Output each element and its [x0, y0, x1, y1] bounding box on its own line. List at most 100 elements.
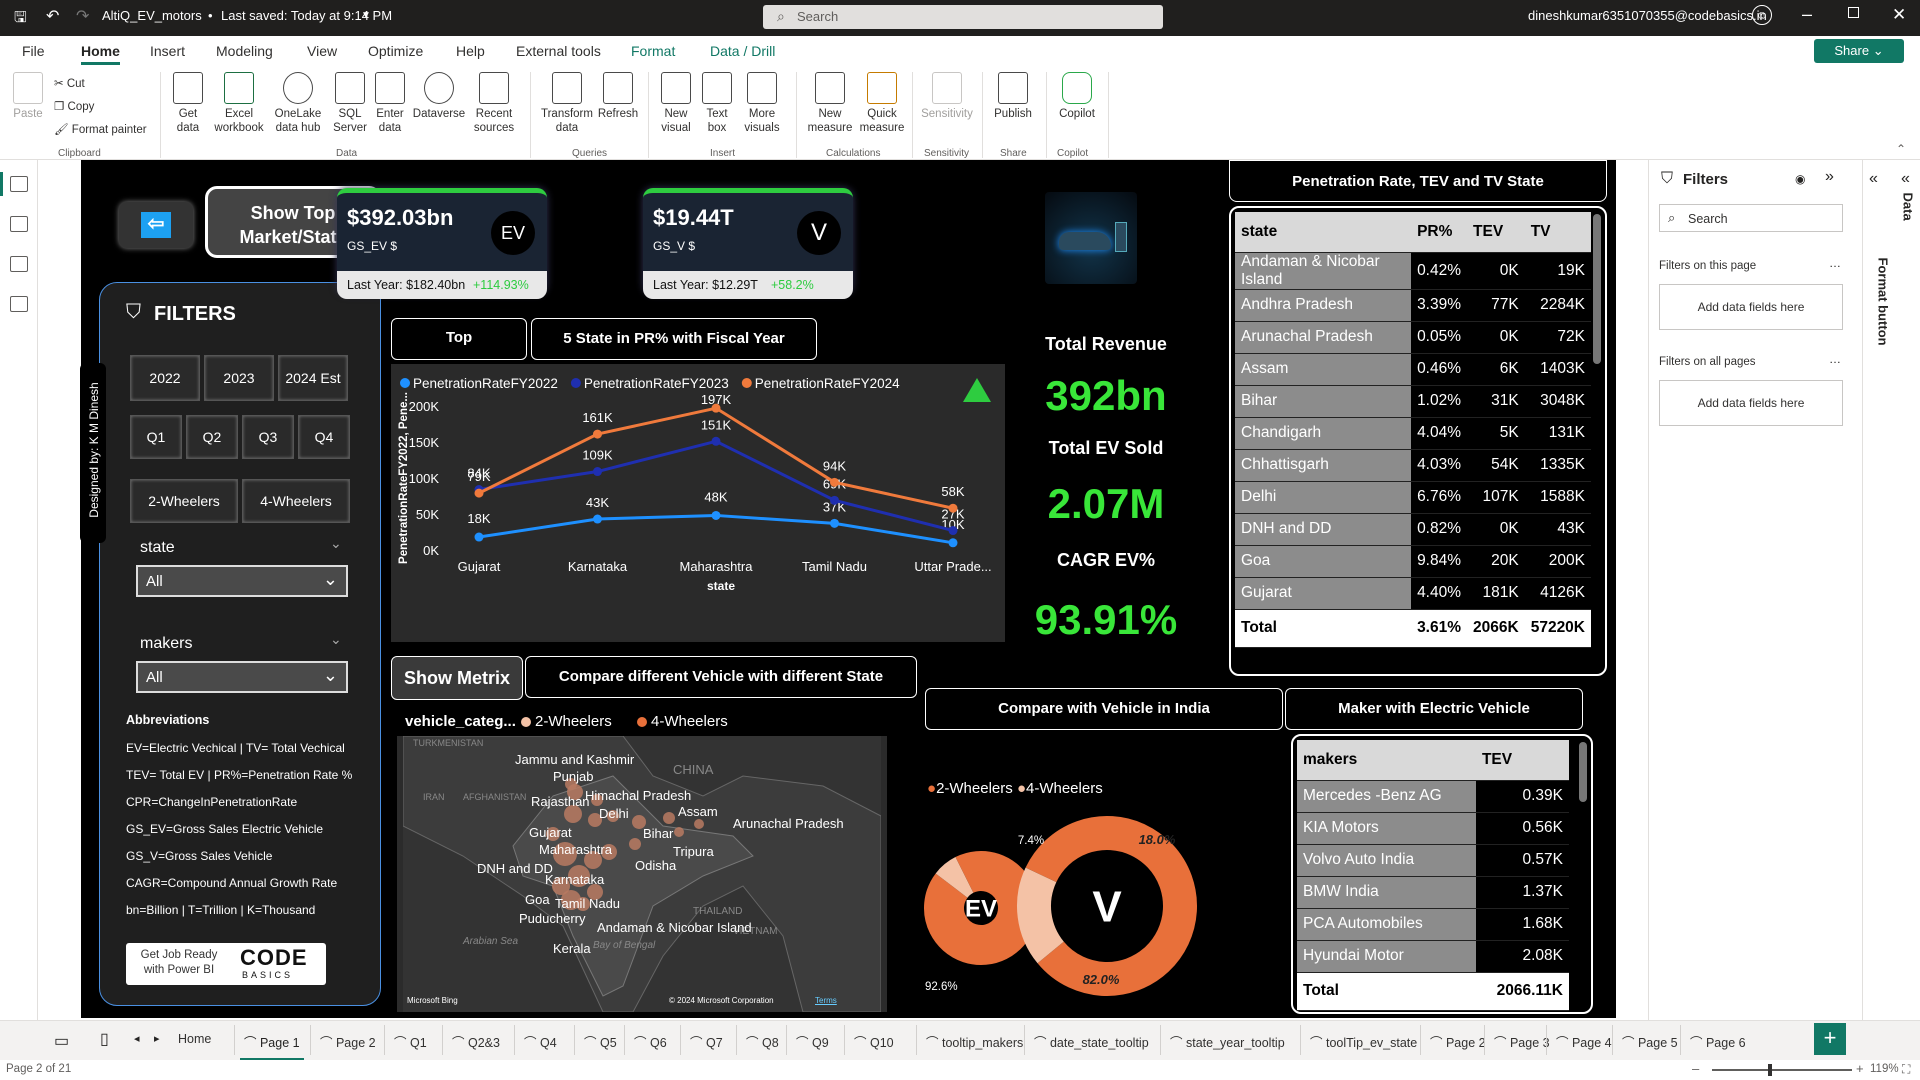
recent-sources-button[interactable]: Recent sources: [468, 72, 520, 135]
desktop-layout-icon[interactable]: ▭: [54, 1033, 70, 1050]
filters-search-input[interactable]: ⌕ Search: [1659, 204, 1843, 232]
quick-measure-button[interactable]: Quick measure: [856, 72, 908, 135]
table-view-icon[interactable]: [10, 216, 28, 232]
add-page-button[interactable]: +: [1814, 1023, 1846, 1055]
map-bubble[interactable]: [629, 838, 641, 850]
column-header[interactable]: TEV: [1475, 740, 1569, 781]
maker-table[interactable]: makers TEV Mercedes -Benz AG 0.39K KIA Motor…: [1297, 740, 1569, 1011]
next-page-icon[interactable]: ▸: [154, 1033, 160, 1045]
show-top-market-button[interactable]: Show Top Market/State: [205, 186, 381, 258]
fit-page-icon[interactable]: ⛶: [1902, 1062, 1911, 1076]
format-pane-tab[interactable]: Format button: [1875, 257, 1891, 346]
map-bubble[interactable]: [568, 865, 590, 887]
menu-modeling[interactable]: Modeling: [216, 43, 273, 59]
map-bubble[interactable]: [564, 805, 582, 823]
copy-button[interactable]: ❐ Copy: [54, 101, 95, 113]
page-tab[interactable]: ⌒ Q1: [394, 1036, 427, 1050]
map-bubble[interactable]: [601, 844, 617, 860]
quarter-q4-button[interactable]: Q4: [298, 415, 350, 459]
page-tab[interactable]: ⌒ state_year_tooltip: [1170, 1036, 1285, 1050]
page-tab[interactable]: ⌒ Page 6: [1690, 1036, 1746, 1050]
maximize-icon[interactable]: [1848, 7, 1859, 18]
mobile-layout-icon[interactable]: ▯: [100, 1031, 109, 1048]
quarter-q2-button[interactable]: Q2: [186, 415, 238, 459]
top-button[interactable]: Top: [391, 318, 527, 360]
two-wheelers-button[interactable]: 2-Wheelers: [130, 479, 238, 523]
table-row[interactable]: Delhi 6.76% 107K 1588K: [1235, 481, 1591, 514]
map-bubble[interactable]: [663, 812, 675, 824]
menu-external-tools[interactable]: External tools: [516, 43, 601, 59]
dax-query-icon[interactable]: [10, 296, 28, 312]
zoom-out-icon[interactable]: –: [1692, 1061, 1700, 1076]
account-icon[interactable]: ☺: [1752, 5, 1772, 25]
enter-data-button[interactable]: Enter data: [372, 72, 408, 135]
menu-help[interactable]: Help: [456, 43, 485, 59]
table-row[interactable]: Chhattisgarh 4.03% 54K 1335K: [1235, 449, 1591, 482]
page-tab[interactable]: ⌒ Page 3: [1494, 1036, 1550, 1050]
eye-icon[interactable]: ◉: [1795, 172, 1806, 186]
last-saved[interactable]: Last saved: Today at 9:14 PM: [221, 8, 393, 23]
table-row[interactable]: Arunachal Pradesh 0.05% 0K 72K: [1235, 321, 1591, 354]
close-icon[interactable]: ✕: [1892, 5, 1907, 24]
table-row[interactable]: Gujarat 4.40% 181K 4126K: [1235, 577, 1591, 610]
table-row[interactable]: Volvo Auto India 0.57K: [1297, 844, 1569, 877]
codebasics-banner[interactable]: Get Job Ready with Power BI CODE BASICS: [126, 943, 326, 985]
more-visuals-button[interactable]: More visuals: [738, 72, 786, 135]
page-tab[interactable]: ⌒ Q10: [854, 1036, 894, 1050]
scrollbar[interactable]: [1579, 742, 1587, 802]
table-row[interactable]: Andhra Pradesh 3.39% 77K 2284K: [1235, 289, 1591, 322]
filters-drop-zone-page[interactable]: Add data fields here: [1659, 284, 1843, 330]
year-2023-button[interactable]: 2023: [204, 355, 274, 401]
publish-button[interactable]: Publish: [988, 72, 1038, 121]
year-2022-button[interactable]: 2022: [130, 355, 200, 401]
year-2024-button[interactable]: 2024 Est: [278, 355, 348, 401]
redo-icon[interactable]: ↷: [76, 8, 90, 25]
page-tab[interactable]: ⌒ Q7: [690, 1036, 723, 1050]
page-tab[interactable]: ⌒ Page 4: [1556, 1036, 1612, 1050]
show-metrix-button[interactable]: Show Metrix: [391, 656, 523, 700]
table-row[interactable]: Bihar 1.02% 31K 3048K: [1235, 385, 1591, 418]
page-tab[interactable]: ⌒ date_state_tooltip: [1034, 1036, 1149, 1050]
cut-button[interactable]: ✂ Cut: [54, 78, 85, 90]
new-measure-button[interactable]: New measure: [804, 72, 856, 135]
page-tab[interactable]: ⌒ Q9: [796, 1036, 829, 1050]
column-header[interactable]: makers: [1297, 740, 1476, 781]
onelake-button[interactable]: OneLake data hub: [268, 72, 328, 135]
chevron-down-icon[interactable]: ▼: [361, 10, 371, 21]
menu-data-drill[interactable]: Data / Drill: [710, 43, 776, 59]
four-wheelers-button[interactable]: 4-Wheelers: [242, 479, 350, 523]
more-icon[interactable]: …: [1829, 352, 1841, 366]
sensitivity-button[interactable]: Sensitivity: [918, 72, 976, 121]
undo-icon[interactable]: ↶: [46, 8, 60, 25]
report-view-icon[interactable]: [10, 176, 28, 192]
zoom-slider[interactable]: [1712, 1069, 1852, 1071]
expand-format-icon[interactable]: «: [1869, 170, 1878, 187]
menu-view[interactable]: View: [307, 43, 338, 59]
map-bubble[interactable]: [588, 813, 602, 827]
map-bubble[interactable]: [632, 815, 646, 829]
donut-charts[interactable]: EV V 7.4% 92.6% 18.0% 82.0%: [921, 800, 1261, 1010]
share-button[interactable]: Share ⌄: [1814, 39, 1904, 63]
column-header[interactable]: TV: [1524, 212, 1591, 253]
table-row[interactable]: PCA Automobiles 1.68K: [1297, 908, 1569, 941]
state-dropdown[interactable]: All ⌄: [136, 565, 348, 597]
chevron-down-icon[interactable]: ⌄: [330, 631, 342, 647]
table-row[interactable]: Assam 0.46% 6K 1403K: [1235, 353, 1591, 386]
excel-workbook-button[interactable]: Excel workbook: [210, 72, 268, 135]
page-tab[interactable]: ⌒ Page 2: [1430, 1036, 1486, 1050]
page-tab[interactable]: ⌒ Q8: [746, 1036, 779, 1050]
column-header[interactable]: state: [1235, 212, 1412, 253]
save-icon[interactable]: 🖫: [14, 9, 27, 26]
page-tab[interactable]: ⌒ Q2&3: [452, 1036, 500, 1050]
map-bubble[interactable]: [587, 884, 603, 900]
map-bubble[interactable]: [591, 794, 603, 806]
map-canvas[interactable]: TURKMENISTAN CHINA IRAN AFGHANISTAN THAI…: [403, 736, 881, 1012]
back-button[interactable]: ⇦: [119, 202, 193, 248]
search-box[interactable]: ⌕ Search: [763, 5, 1163, 29]
transform-data-button[interactable]: Transform data: [538, 72, 596, 135]
map-bubble[interactable]: [576, 897, 590, 911]
zoom-in-icon[interactable]: +: [1856, 1061, 1864, 1076]
page-tab[interactable]: ⌒ Page 1: [240, 1032, 304, 1061]
page-tab[interactable]: ⌒ toolTip_ev_state: [1310, 1036, 1418, 1050]
table-row[interactable]: BMW India 1.37K: [1297, 876, 1569, 909]
